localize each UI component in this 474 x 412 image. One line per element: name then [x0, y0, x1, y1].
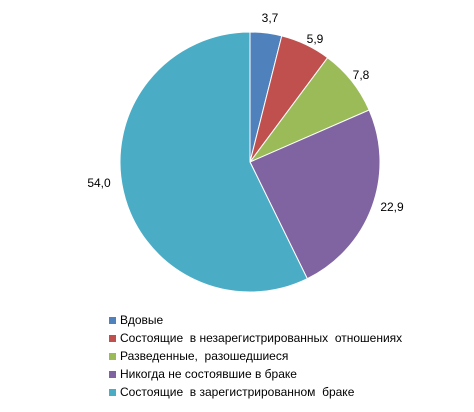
legend-item-1: Вдовые	[109, 311, 402, 329]
pie-chart: 3,7 5,9 7,8 22,9 54,0	[87, 11, 404, 293]
legend-swatch	[109, 388, 116, 396]
pie-slice-5	[119, 31, 308, 293]
data-label-1: 3,7	[262, 11, 279, 25]
legend-item-2: Состоящие в незарегистрированных отношен…	[109, 329, 402, 347]
legend-label: Разведенные, разошедшиеся	[120, 349, 289, 363]
data-label-5: 54,0	[87, 176, 111, 190]
data-label-2: 5,9	[307, 32, 324, 46]
legend: Вдовые Состоящие в незарегистрированных о…	[109, 311, 402, 401]
legend-label: Состоящие в незарегистрированных отношен…	[120, 331, 403, 345]
data-label-4: 22,9	[380, 200, 404, 214]
legend-swatch	[109, 352, 116, 360]
legend-item-3: Разведенные, разошедшиеся	[109, 347, 402, 365]
data-label-3: 7,8	[353, 68, 370, 82]
legend-swatch	[109, 316, 116, 324]
pie-slice-4	[249, 109, 381, 280]
legend-swatch	[109, 334, 116, 342]
legend-swatch	[109, 370, 116, 378]
legend-item-5: Состоящие в зарегистрированном браке	[109, 383, 402, 401]
legend-label: Вдовые	[120, 313, 164, 327]
legend-label: Никогда не состоявшие в браке	[120, 367, 297, 381]
legend-item-4: Никогда не состоявшие в браке	[109, 365, 402, 383]
legend-label: Состоящие в зарегистрированном браке	[120, 385, 355, 399]
